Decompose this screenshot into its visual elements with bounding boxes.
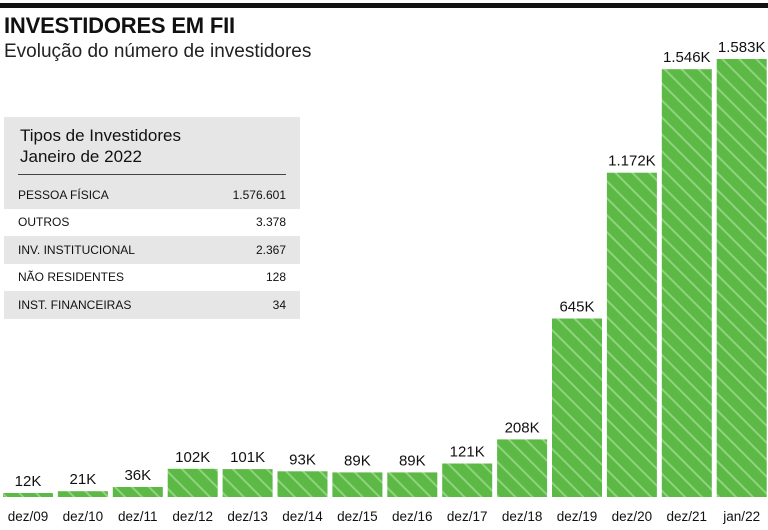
value-label: 208K [505, 419, 540, 436]
value-label: 102K [175, 449, 210, 466]
row-value: 34 [272, 297, 286, 312]
table-row: PESSOA FÍSICA 1.576.601 [4, 181, 300, 209]
value-label: 1.583K [718, 39, 766, 56]
bar-dez-18 [497, 439, 548, 497]
bar-dez-12 [167, 468, 218, 497]
bar-dez-19 [552, 318, 602, 497]
x-tick-label: dez/15 [337, 509, 378, 524]
value-label: 1.546K [663, 49, 711, 66]
x-tick-label: dez/19 [557, 509, 598, 524]
investor-types-title: Tipos de Investidores [20, 126, 181, 145]
x-tick-label: dez/18 [502, 509, 543, 524]
bar-dez-10 [57, 491, 108, 497]
value-label: 93K [289, 451, 316, 468]
chart-title: INVESTIDORES EM FII [4, 13, 235, 38]
header-divider [18, 174, 286, 175]
bar-jan-22 [716, 59, 767, 497]
bar-dez-14 [277, 471, 328, 497]
value-label: 121K [450, 444, 485, 461]
chart-subtitle: Evolução do número de investidores [4, 41, 312, 62]
investor-types-subtitle: Janeiro de 2022 [20, 147, 142, 166]
row-value: 3.378 [255, 215, 286, 230]
row-label: OUTROS [18, 215, 70, 230]
table-row: OUTROS 3.378 [4, 209, 300, 237]
value-label: 12K [15, 473, 42, 490]
value-labels-layer: 12K 21K 36K 102K 101K 93K 89K 89K 121K 208K 645K 1.… [15, 39, 766, 490]
bar-dez-15 [332, 472, 383, 497]
bar-dez-09 [3, 493, 53, 497]
table-row: INV. INSTITUCIONAL 2.367 [4, 236, 300, 264]
value-label: 89K [344, 452, 371, 469]
value-label: 36K [124, 467, 151, 484]
row-value: 2.367 [255, 242, 286, 257]
value-label: 645K [559, 299, 594, 316]
top-rule [0, 3, 768, 8]
value-label: 101K [230, 449, 265, 466]
x-tick-label: dez/12 [172, 509, 213, 524]
x-tick-label: jan/22 [722, 509, 760, 524]
bar-dez-17 [442, 463, 493, 497]
table-row: NÃO RESIDENTES 128 [4, 264, 300, 292]
row-value: 1.576.601 [232, 187, 286, 202]
x-tick-label: dez/11 [118, 509, 158, 524]
value-label: 89K [399, 452, 426, 469]
investor-types-header: Tipos de Investidores Janeiro de 2022 [4, 117, 300, 181]
bar-dez-11 [112, 487, 163, 497]
x-tick-label: dez/16 [392, 509, 433, 524]
row-label: INV. INSTITUCIONAL [18, 242, 135, 257]
row-label: NÃO RESIDENTES [18, 270, 125, 285]
x-tick-label: dez/17 [447, 509, 488, 524]
bars-layer [3, 59, 767, 497]
x-tick-label: dez/20 [612, 509, 653, 524]
x-tick-labels-layer: dez/09 dez/10 dez/11 dez/12 dez/13 dez/14 dez/… [8, 509, 760, 524]
value-label: 21K [70, 471, 97, 488]
bar-dez-20 [606, 172, 657, 497]
value-label: 1.172K [608, 153, 656, 170]
x-tick-label: dez/09 [8, 509, 49, 524]
bar-dez-16 [387, 472, 438, 497]
row-label: PESSOA FÍSICA [18, 187, 109, 202]
row-label: INST. FINANCEIRAS [18, 297, 132, 312]
x-tick-label: dez/14 [282, 509, 323, 524]
x-tick-label: dez/10 [63, 509, 104, 524]
investor-types-table: Tipos de Investidores Janeiro de 2022 PE… [4, 117, 300, 319]
bar-dez-13 [222, 469, 273, 497]
table-row: INST. FINANCEIRAS 34 [4, 291, 300, 319]
x-tick-label: dez/13 [227, 509, 268, 524]
x-tick-label: dez/21 [667, 509, 708, 524]
row-value: 128 [265, 270, 286, 285]
bar-dez-21 [661, 69, 712, 497]
